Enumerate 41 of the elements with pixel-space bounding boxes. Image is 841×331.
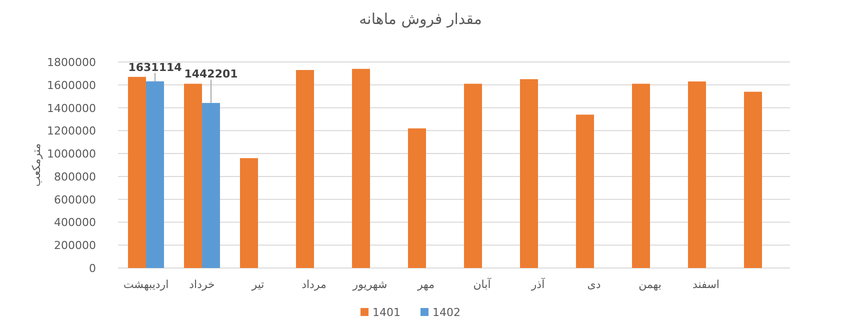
y-axis-title: مترمکعب <box>30 143 43 187</box>
x-tick-label: مهر <box>416 278 435 291</box>
y-tick-label: 400000 <box>54 216 96 230</box>
data-label: 1631114 <box>128 60 182 74</box>
bar <box>744 92 762 268</box>
bar <box>632 84 650 268</box>
bar <box>576 114 594 268</box>
bar <box>128 76 146 268</box>
x-tick-label: دی <box>587 278 601 291</box>
bar <box>296 70 314 268</box>
bar <box>688 81 706 268</box>
y-tick-label: 1800000 <box>47 56 96 69</box>
data-label: 1442201 <box>184 68 238 81</box>
bar <box>146 81 164 268</box>
x-tick-label: اسفند <box>692 278 720 291</box>
bar <box>352 68 370 268</box>
bar <box>520 79 538 268</box>
x-tick-label: شهریور <box>352 278 388 291</box>
y-tick-label: 600000 <box>54 193 96 206</box>
y-tick-label: 1000000 <box>47 148 96 161</box>
y-tick-label: 1200000 <box>47 124 96 138</box>
y-tick-label: 0 <box>89 262 96 275</box>
x-tick-label: بهمن <box>638 278 662 291</box>
bar <box>464 84 482 268</box>
bar <box>184 84 202 268</box>
y-tick-label: 1400000 <box>47 102 96 115</box>
x-tick-label: اردیبهشت <box>123 278 169 291</box>
bar <box>202 102 220 268</box>
y-tick-label: 1600000 <box>47 78 96 92</box>
bar <box>240 158 258 268</box>
x-tick-label: مرداد <box>302 278 327 291</box>
y-tick-label: 800000 <box>54 170 96 184</box>
x-tick-label: تیر <box>250 278 264 291</box>
x-tick-label: آذر <box>530 277 546 291</box>
x-tick-label: خرداد <box>189 278 215 291</box>
legend-label: 1401 <box>372 306 400 319</box>
y-tick-label: 200000 <box>54 239 96 252</box>
x-tick-label: آبان <box>473 277 492 291</box>
bar <box>408 128 426 268</box>
legend-label: 1402 <box>432 306 460 319</box>
chart-title: مقدار فروش ماهانه <box>359 10 482 28</box>
